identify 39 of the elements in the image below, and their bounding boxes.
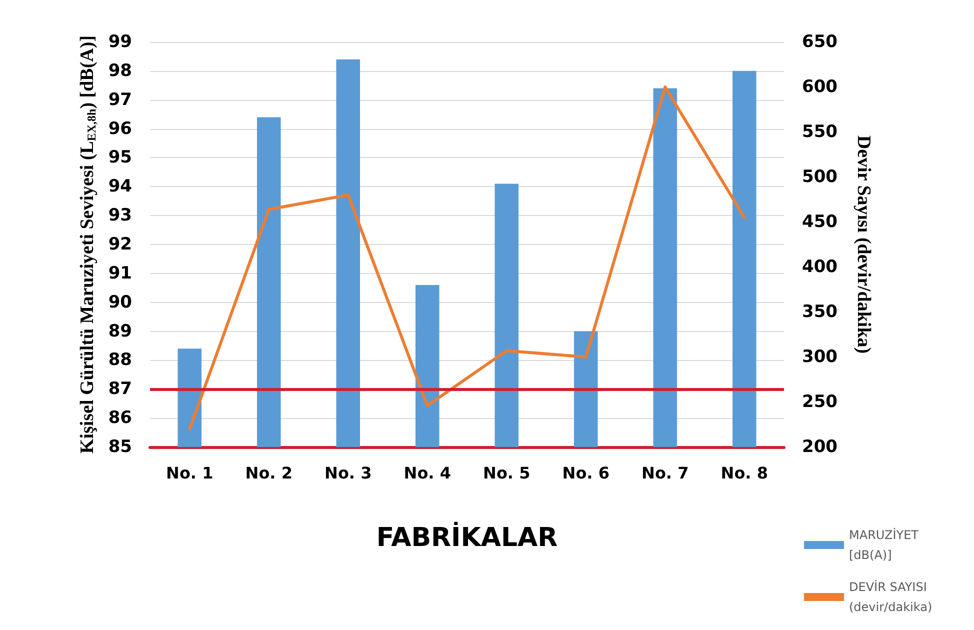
legend-label: DEVİR SAYISI (devir/dakika) [849, 580, 932, 614]
y-tick-label: 93 [108, 206, 132, 226]
y2-tick-label: 350 [802, 302, 838, 322]
y-tick-label: 88 [108, 350, 132, 370]
y-tick-label: 86 [108, 408, 132, 428]
y-tick-label: 97 [108, 90, 132, 110]
x-tick-label: No. 5 [483, 464, 530, 482]
x-tick-label: No. 8 [720, 464, 768, 482]
legend-label: MARUZİYET [dB(A)] [849, 528, 922, 562]
y-tick-label: 91 [108, 263, 132, 284]
x-tick-label: No. 6 [562, 464, 610, 482]
y2-tick-label: 500 [802, 167, 838, 187]
y2-tick-label: 400 [802, 257, 838, 277]
y-tick-label: 98 [108, 60, 132, 81]
y2-axis-title: Devir Sayısı (devir/dakika) [853, 135, 874, 354]
x-axis-title: FABRİKALAR [376, 521, 558, 553]
y2-tick-label: 300 [802, 347, 838, 367]
y-tick-label: 92 [108, 234, 132, 254]
y-tick-label: 99 [108, 32, 132, 52]
x-tick-label: No. 2 [245, 464, 292, 482]
y2-tick-label: 650 [802, 32, 838, 52]
y-tick-label: 96 [108, 118, 132, 139]
y-tick-label: 85 [108, 437, 132, 457]
y-tick-label: 90 [108, 292, 132, 312]
y-tick-label: 87 [108, 379, 132, 400]
x-tick-label: No. 3 [324, 464, 372, 482]
y2-tick-label: 200 [802, 437, 838, 457]
y-tick-label: 89 [108, 321, 132, 342]
x-tick-label: No. 1 [166, 464, 214, 482]
x-tick-label: No. 4 [404, 464, 451, 482]
line-series [188, 86, 746, 430]
y2-tick-label: 600 [802, 77, 838, 97]
y2-tick-label: 450 [802, 212, 838, 232]
y2-tick-label: 250 [802, 392, 838, 412]
x-tick-label: No. 7 [642, 464, 689, 482]
y-tick-label: 95 [108, 148, 132, 168]
y2-tick-label: 550 [802, 122, 838, 142]
y-tick-label: 94 [108, 176, 132, 197]
y-axis-title: Kişisel Gürültü Maruziyeti Seviyesi (LEX,8h) [dB(A)] [76, 35, 98, 454]
